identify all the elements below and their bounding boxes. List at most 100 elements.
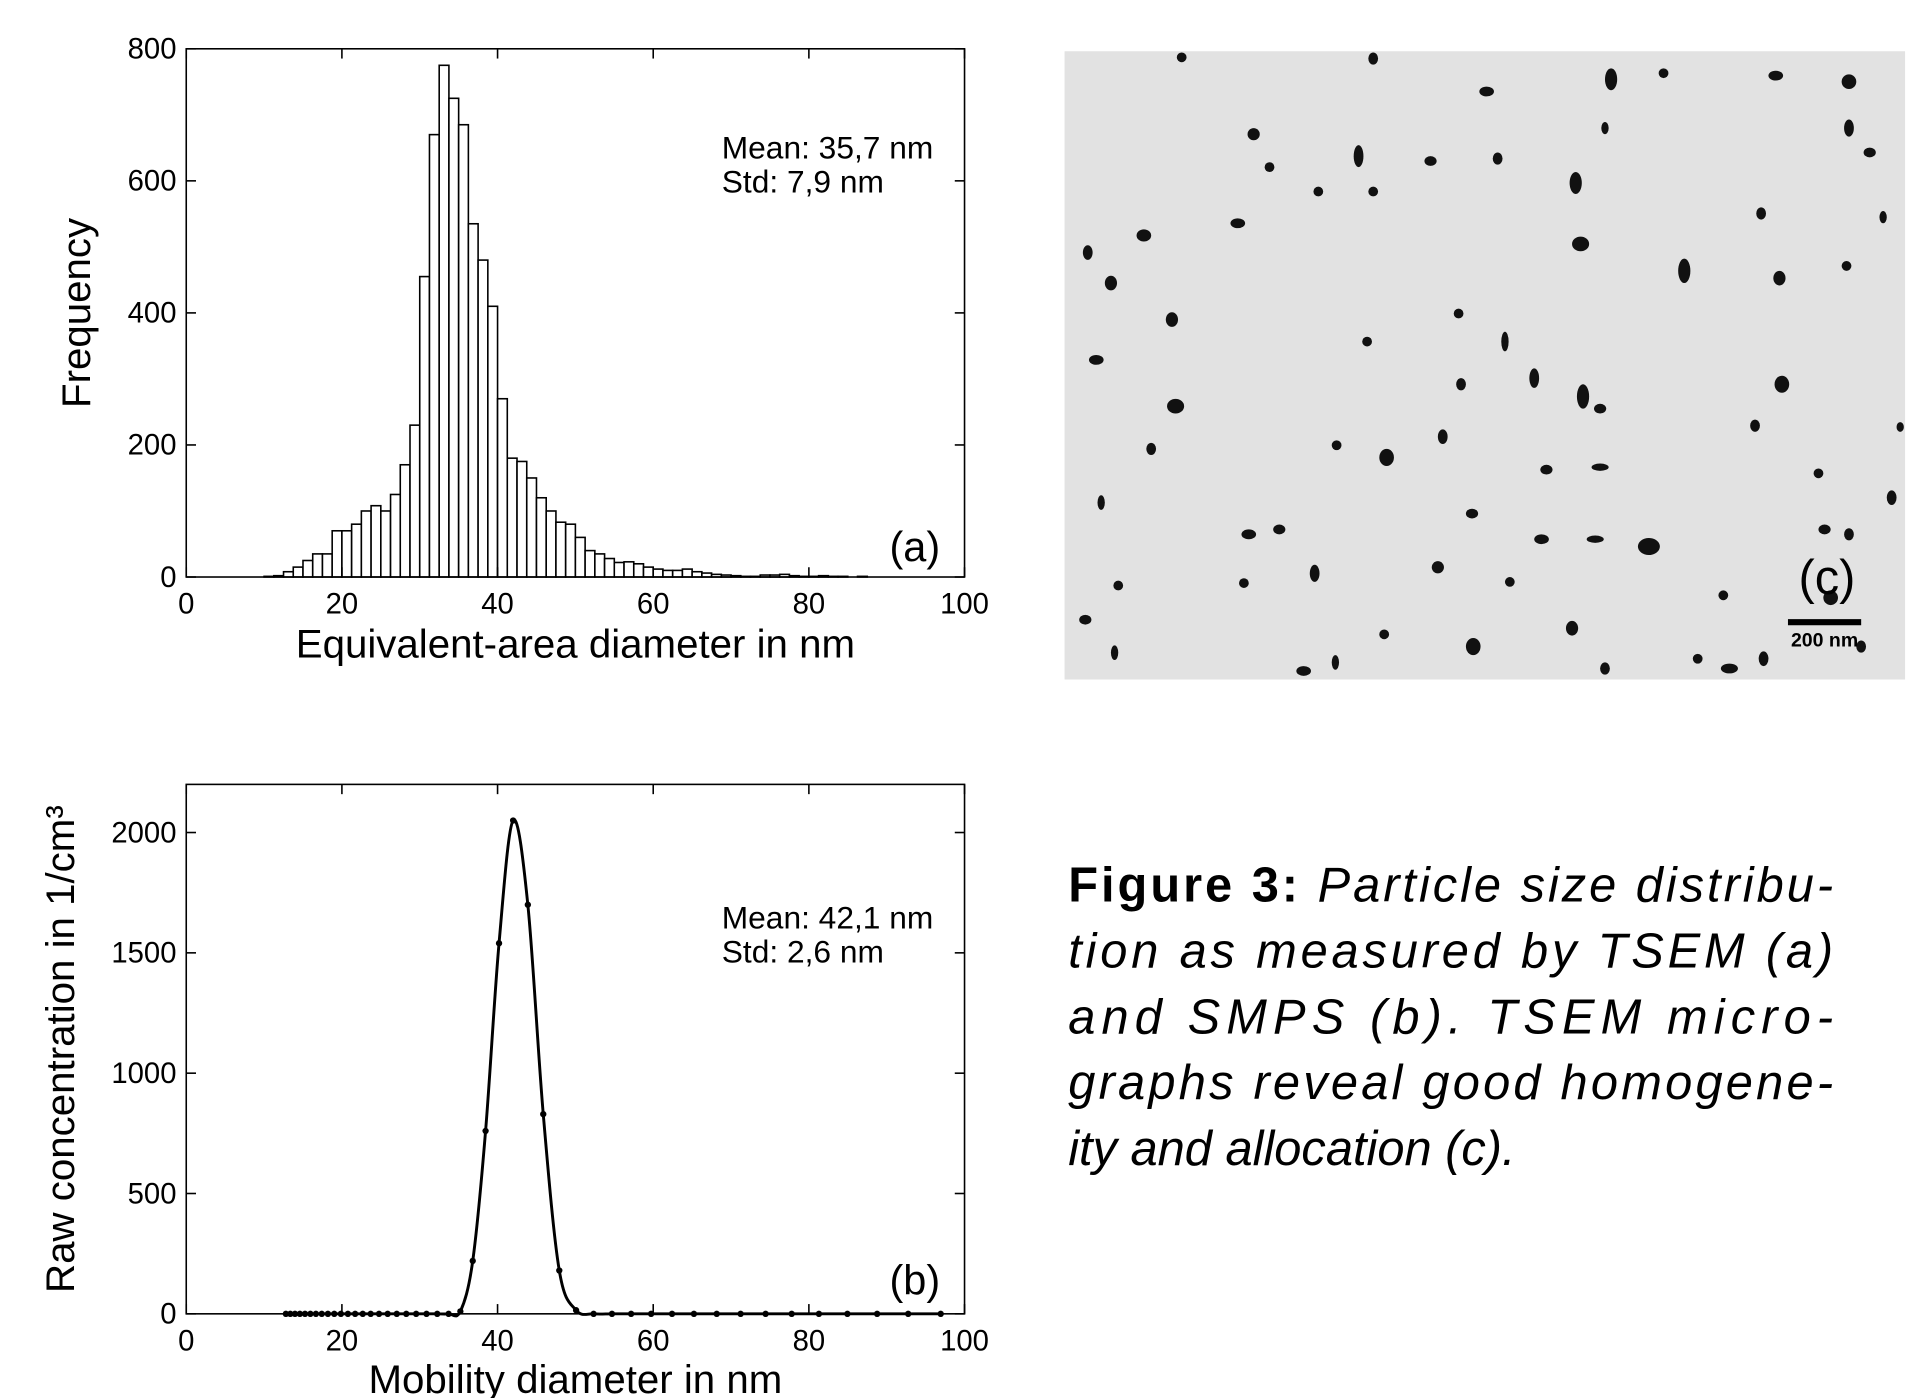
marker — [524, 901, 532, 908]
caption-line: graphs reveal good homogene- — [1068, 1056, 1833, 1110]
marker — [469, 1257, 476, 1265]
bar — [487, 305, 499, 578]
caption-line: tion as measured by TSEM (a) — [1068, 924, 1833, 978]
scale-bar-label: 200 nm — [1791, 630, 1858, 652]
bar — [457, 123, 470, 578]
x-tick-label: 100 — [940, 589, 989, 621]
marker — [556, 1267, 563, 1274]
bar — [292, 566, 304, 578]
y-tick-label: 0 — [160, 562, 176, 594]
bar — [409, 424, 421, 578]
chart: 0 20 40 60 80 100 0 200 400 600 800 Equivalent-area… — [54, 34, 989, 667]
y-tick-label: 400 — [128, 298, 177, 330]
y-tick-label: 0 — [160, 1299, 176, 1331]
x-tick-label: 40 — [481, 1325, 514, 1357]
marker — [509, 817, 517, 824]
line — [285, 818, 941, 1318]
x-tick-label: 20 — [326, 1325, 359, 1357]
bar — [603, 557, 616, 578]
bar — [564, 523, 577, 578]
bar — [584, 549, 596, 578]
x-tick-label: 80 — [793, 589, 826, 621]
caption-line: and SMPS (b). TSEM micro- — [1068, 990, 1833, 1044]
marker — [495, 940, 503, 947]
bar — [331, 529, 343, 578]
bar — [496, 397, 509, 578]
bar — [311, 553, 324, 578]
marker — [482, 1127, 489, 1135]
y-axis-title: Frequency — [54, 217, 99, 408]
x-tick-label: 40 — [481, 589, 514, 621]
y-tick-label: 200 — [128, 430, 177, 462]
bar — [594, 553, 606, 578]
y-tick-label: 1000 — [111, 1058, 176, 1090]
particles — [1079, 52, 1904, 676]
annotation: Mean: 42,1 nm — [722, 899, 933, 935]
x-tick-label: 100 — [940, 1325, 989, 1357]
bar — [574, 536, 586, 578]
annotation: Std: 7,9 nm — [722, 164, 884, 200]
y-tick-label: 600 — [128, 166, 177, 198]
marker — [540, 1110, 547, 1118]
y-tick-label: 2000 — [111, 817, 176, 849]
caption-label: Figure 3: — [1068, 859, 1298, 913]
plot-frame — [185, 783, 966, 1315]
y-tick-label: 500 — [128, 1178, 177, 1210]
caption-line: ity and allocation (c). — [1068, 1122, 1515, 1176]
bar — [428, 133, 440, 578]
micrograph: (c) 200 nm — [1064, 51, 1906, 680]
panel-label: (a) — [889, 523, 940, 570]
bar — [477, 259, 489, 578]
annotation: Std: 2,6 nm — [722, 933, 884, 969]
caption-line: Figure 3: Particle size distribu- — [1068, 859, 1833, 913]
bar — [516, 460, 528, 578]
bar — [350, 523, 363, 578]
panel-label: (b) — [889, 1256, 940, 1303]
x-tick-label: 0 — [178, 589, 194, 621]
annotation: Mean: 35,7 nm — [722, 130, 933, 166]
bar — [341, 529, 353, 578]
bar — [506, 457, 518, 578]
caption-text: Particle size distribu- — [1318, 859, 1834, 913]
x-tick-label: 60 — [637, 589, 670, 621]
y-tick-label: 800 — [128, 34, 177, 66]
marker — [572, 1307, 580, 1314]
x-tick-label: 0 — [178, 1325, 194, 1357]
bar — [632, 563, 645, 578]
caption: Figure 3: Particle size distribu- tion a… — [1068, 859, 1833, 1176]
micrograph-image — [1064, 51, 1906, 680]
panel-label: (c) — [1799, 551, 1856, 605]
bar — [642, 566, 655, 578]
bar — [671, 569, 684, 578]
bar — [448, 97, 460, 578]
x-tick-label: 60 — [637, 1325, 670, 1357]
bar — [652, 568, 664, 578]
bar — [418, 275, 431, 578]
bar — [613, 561, 625, 578]
bar — [360, 510, 372, 578]
bar — [399, 463, 411, 578]
bar — [380, 510, 392, 578]
marker — [457, 1308, 464, 1315]
bar — [525, 477, 538, 578]
bar — [389, 493, 402, 578]
x-axis-title: Equivalent-area diameter in nm — [296, 622, 855, 667]
bar — [555, 521, 567, 578]
bar — [302, 559, 314, 578]
bar — [370, 504, 382, 578]
plot-frame — [185, 48, 966, 578]
bar — [681, 568, 693, 578]
x-tick-label: 80 — [793, 1325, 826, 1357]
x-axis-title: Mobility diameter in nm — [368, 1357, 782, 1398]
bar — [321, 553, 333, 578]
bar — [662, 569, 674, 578]
bar — [467, 222, 479, 578]
bar — [623, 561, 635, 578]
y-axis-title: Raw concentration in 1/cm³ — [38, 805, 83, 1293]
x-tick-label: 20 — [326, 589, 359, 621]
y-tick-label: 1500 — [111, 938, 176, 970]
bar — [535, 496, 547, 578]
